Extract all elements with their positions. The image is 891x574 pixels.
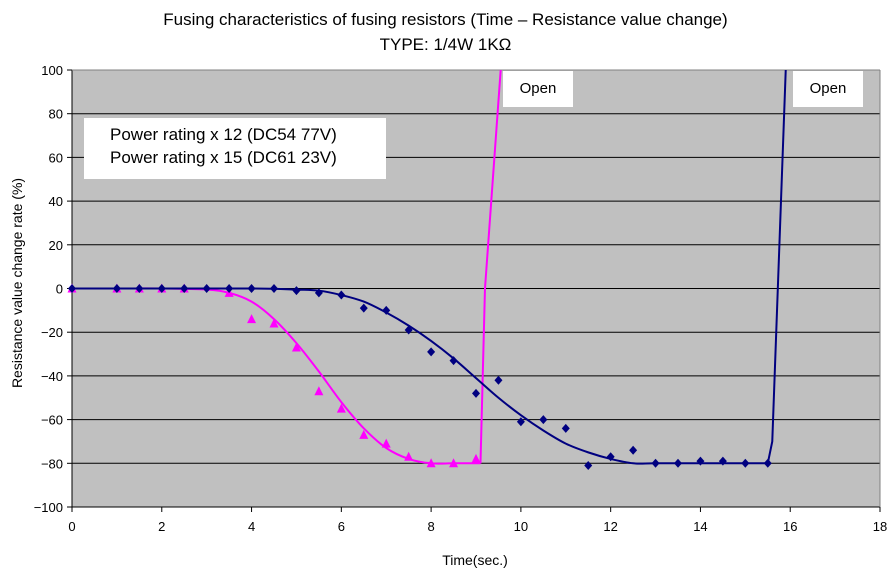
data-point-triangle	[314, 386, 324, 396]
data-point-triangle	[471, 453, 481, 463]
data-point-diamond	[382, 305, 391, 315]
y-tick-label: 0	[56, 282, 63, 297]
data-point-diamond	[696, 456, 705, 466]
y-tick-label: 100	[41, 63, 63, 78]
y-axis-label: Resistance value change rate (%)	[9, 177, 25, 389]
data-point-triangle	[426, 458, 436, 468]
x-tick-label: 4	[248, 519, 255, 534]
legend-line-1: Power rating x 12 (DC54 77V)	[110, 125, 337, 144]
data-point-diamond	[449, 356, 458, 366]
data-point-diamond	[584, 460, 593, 470]
data-point-diamond	[674, 458, 682, 468]
data-point-diamond	[359, 303, 368, 313]
data-point-triangle	[449, 458, 459, 468]
data-point-diamond	[516, 417, 525, 427]
y-tick-label: −20	[41, 325, 63, 340]
data-point-diamond	[292, 286, 301, 296]
data-point-diamond	[472, 388, 480, 398]
data-point-diamond	[314, 288, 323, 298]
fit-curve-series-2	[72, 287, 768, 465]
data-point-diamond	[202, 284, 211, 293]
data-point-diamond	[270, 284, 278, 293]
data-point-diamond	[629, 445, 638, 455]
data-point-diamond	[68, 284, 76, 293]
y-tick-label: 80	[49, 107, 63, 122]
x-tick-label: 18	[873, 519, 887, 534]
x-tick-label: 8	[427, 519, 434, 534]
data-point-diamond	[112, 284, 121, 293]
chart-title: Fusing characteristics of fusing resisto…	[163, 10, 728, 29]
y-tick-label: −100	[34, 500, 63, 515]
data-point-diamond	[651, 458, 660, 468]
x-tick-label: 6	[338, 519, 345, 534]
data-point-diamond	[135, 284, 144, 293]
data-point-diamond	[157, 284, 166, 293]
data-point-diamond	[494, 375, 503, 385]
data-point-triangle	[381, 438, 391, 448]
data-point-diamond	[404, 325, 413, 335]
y-tick-label: −60	[41, 413, 63, 428]
y-tick-label: −80	[41, 456, 63, 471]
data-point-diamond	[247, 284, 256, 293]
data-point-diamond	[180, 284, 189, 293]
open-rise-series-1	[479, 69, 502, 464]
data-point-diamond	[741, 458, 750, 468]
y-tick-label: 60	[49, 150, 63, 165]
open-annotation-1: Open	[503, 71, 573, 107]
legend-box: Power rating x 12 (DC54 77V) Power ratin…	[84, 118, 386, 179]
data-point-diamond	[718, 456, 727, 466]
x-tick-label: 10	[514, 519, 528, 534]
data-point-diamond	[539, 415, 548, 425]
data-point-triangle	[269, 318, 279, 328]
y-tick-label: 20	[49, 238, 63, 253]
x-tick-label: 12	[603, 519, 617, 534]
y-tick-label: −40	[41, 369, 63, 384]
data-point-triangle	[404, 451, 414, 461]
x-tick-label: 2	[158, 519, 165, 534]
x-axis-label: Time(sec.)	[442, 552, 508, 568]
data-point-diamond	[606, 452, 615, 462]
data-point-diamond	[225, 284, 234, 293]
data-point-triangle	[336, 403, 346, 413]
open-rise-series-2	[766, 69, 787, 464]
x-tick-label: 0	[68, 519, 75, 534]
open-annotation-2: Open	[793, 71, 863, 107]
data-point-diamond	[763, 458, 772, 468]
data-point-diamond	[561, 423, 570, 433]
data-point-triangle	[247, 314, 257, 324]
data-point-diamond	[427, 347, 436, 357]
data-point-diamond	[337, 290, 346, 300]
data-point-triangle	[359, 429, 369, 439]
y-tick-label: 40	[49, 194, 63, 209]
legend-line-2: Power rating x 15 (DC61 23V)	[110, 148, 337, 167]
data-markers	[67, 283, 772, 470]
axes	[67, 69, 881, 512]
x-tick-label: 14	[693, 519, 707, 534]
x-tick-label: 16	[783, 519, 797, 534]
chart-subtitle: TYPE: 1/4W 1KΩ	[379, 35, 512, 54]
data-point-triangle	[291, 342, 301, 352]
tick-labels: 100 80 60 40 20 0 −20 −40 −60 −80 −100 0 2 4 6 8 10 12 14 1…	[34, 63, 888, 534]
